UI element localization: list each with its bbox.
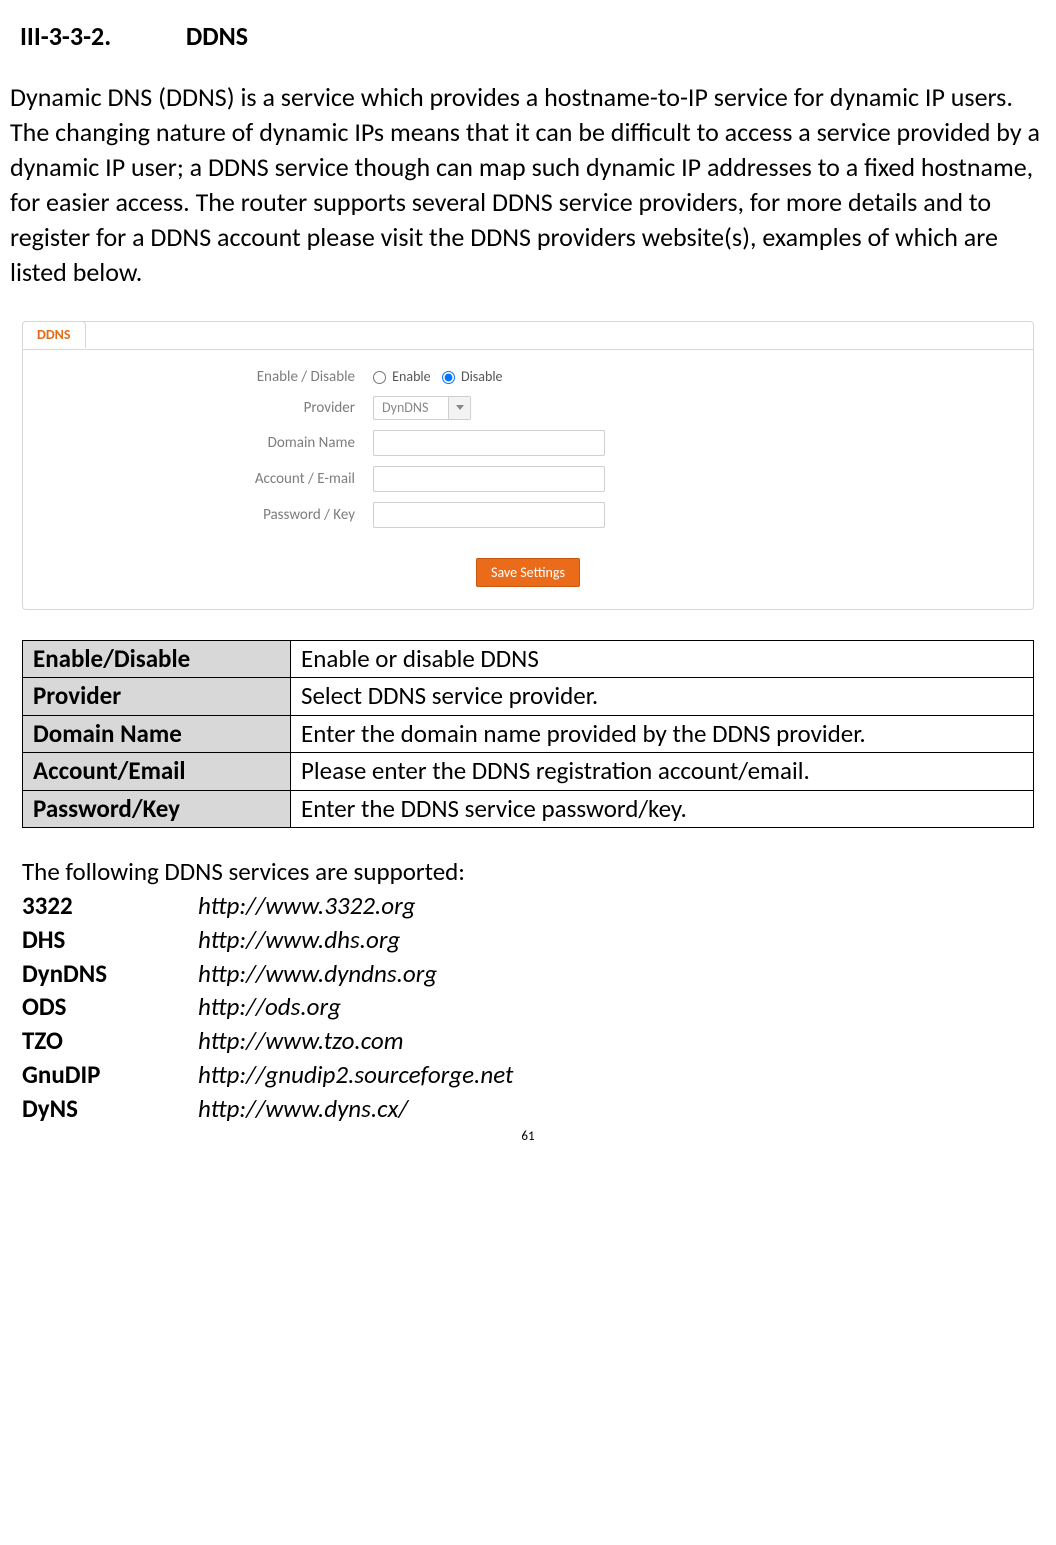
enable-radio-label: Enable (392, 368, 430, 385)
panel-tab-ddns[interactable]: DDNS (22, 321, 86, 348)
desc-val: Enter the DDNS service password/key. (291, 790, 1034, 828)
table-row: Provider Select DDNS service provider. (23, 678, 1034, 716)
desc-val: Select DDNS service provider. (291, 678, 1034, 716)
field-description-tbody: Enable/Disable Enable or disable DDNS Pr… (23, 640, 1034, 828)
row-account-email: Account / E-mail (43, 466, 1013, 492)
save-settings-button[interactable]: Save Settings (476, 558, 580, 587)
row-password-key: Password / Key (43, 502, 1013, 528)
service-name: DHS (22, 923, 198, 957)
desc-key: Password/Key (23, 790, 291, 828)
list-item: DHS http://www.dhs.org (22, 923, 1034, 957)
domain-name-input[interactable] (373, 430, 605, 456)
table-row: Enable/Disable Enable or disable DDNS (23, 640, 1034, 678)
services-intro: The following DDNS services are supporte… (22, 856, 1034, 887)
desc-key: Account/Email (23, 753, 291, 791)
desc-val: Enable or disable DDNS (291, 640, 1034, 678)
table-row: Domain Name Enter the domain name provid… (23, 715, 1034, 753)
desc-key: Enable/Disable (23, 640, 291, 678)
section-heading: III-3-3-2. DDNS (20, 20, 1046, 52)
list-item: DyNS http://www.dyns.cx/ (22, 1092, 1034, 1126)
table-row: Account/Email Please enter the DDNS regi… (23, 753, 1034, 791)
service-url: http://www.dyndns.org (198, 957, 437, 991)
service-name: TZO (22, 1024, 198, 1058)
ddns-form: Enable / Disable Enable Disable Provider… (23, 350, 1033, 597)
panel-tab-bar: DDNS (23, 322, 1033, 350)
label-enable-disable: Enable / Disable (43, 368, 373, 386)
page-number: 61 (10, 1129, 1046, 1144)
service-name: DynDNS (22, 957, 198, 991)
desc-val: Please enter the DDNS registration accou… (291, 753, 1034, 791)
provider-select-value: DynDNS (374, 397, 448, 419)
disable-radio[interactable] (442, 371, 455, 384)
list-item: GnuDIP http://gnudip2.sourceforge.net (22, 1058, 1034, 1092)
account-email-input[interactable] (373, 466, 605, 492)
service-url: http://gnudip2.sourceforge.net (198, 1058, 513, 1092)
field-description-table: Enable/Disable Enable or disable DDNS Pr… (22, 640, 1034, 829)
label-password-key: Password / Key (43, 506, 373, 524)
row-enable-disable: Enable / Disable Enable Disable (43, 368, 1013, 386)
row-provider: Provider DynDNS (43, 396, 1013, 420)
service-url: http://www.3322.org (198, 889, 416, 923)
ddns-settings-panel: DDNS Enable / Disable Enable Disable Pro… (22, 321, 1034, 610)
label-domain-name: Domain Name (43, 434, 373, 452)
desc-key: Provider (23, 678, 291, 716)
service-url: http://ods.org (198, 990, 341, 1024)
list-item: DynDNS http://www.dyndns.org (22, 957, 1034, 991)
service-url: http://www.dhs.org (198, 923, 400, 957)
service-url: http://www.tzo.com (198, 1024, 404, 1058)
label-provider: Provider (43, 399, 373, 417)
service-url: http://www.dyns.cx/ (198, 1092, 408, 1126)
service-name: ODS (22, 990, 198, 1024)
service-name: 3322 (22, 889, 198, 923)
save-row: Save Settings (43, 558, 1013, 587)
list-item: 3322 http://www.3322.org (22, 889, 1034, 923)
disable-radio-label: Disable (461, 368, 503, 385)
service-name: GnuDIP (22, 1058, 198, 1092)
password-key-input[interactable] (373, 502, 605, 528)
section-number: III-3-3-2. (20, 20, 180, 52)
list-item: ODS http://ods.org (22, 990, 1034, 1024)
intro-paragraph: Dynamic DNS (DDNS) is a service which pr… (10, 80, 1040, 291)
enable-disable-radio-group: Enable Disable (373, 368, 511, 385)
provider-select[interactable]: DynDNS (373, 396, 471, 420)
service-name: DyNS (22, 1092, 198, 1126)
desc-val: Enter the domain name provided by the DD… (291, 715, 1034, 753)
section-title: DDNS (186, 20, 248, 52)
list-item: TZO http://www.tzo.com (22, 1024, 1034, 1058)
label-account-email: Account / E-mail (43, 470, 373, 488)
enable-radio[interactable] (373, 371, 386, 384)
services-list: 3322 http://www.3322.org DHS http://www.… (22, 889, 1034, 1125)
row-domain-name: Domain Name (43, 430, 1013, 456)
table-row: Password/Key Enter the DDNS service pass… (23, 790, 1034, 828)
chevron-down-icon (448, 397, 470, 419)
desc-key: Domain Name (23, 715, 291, 753)
